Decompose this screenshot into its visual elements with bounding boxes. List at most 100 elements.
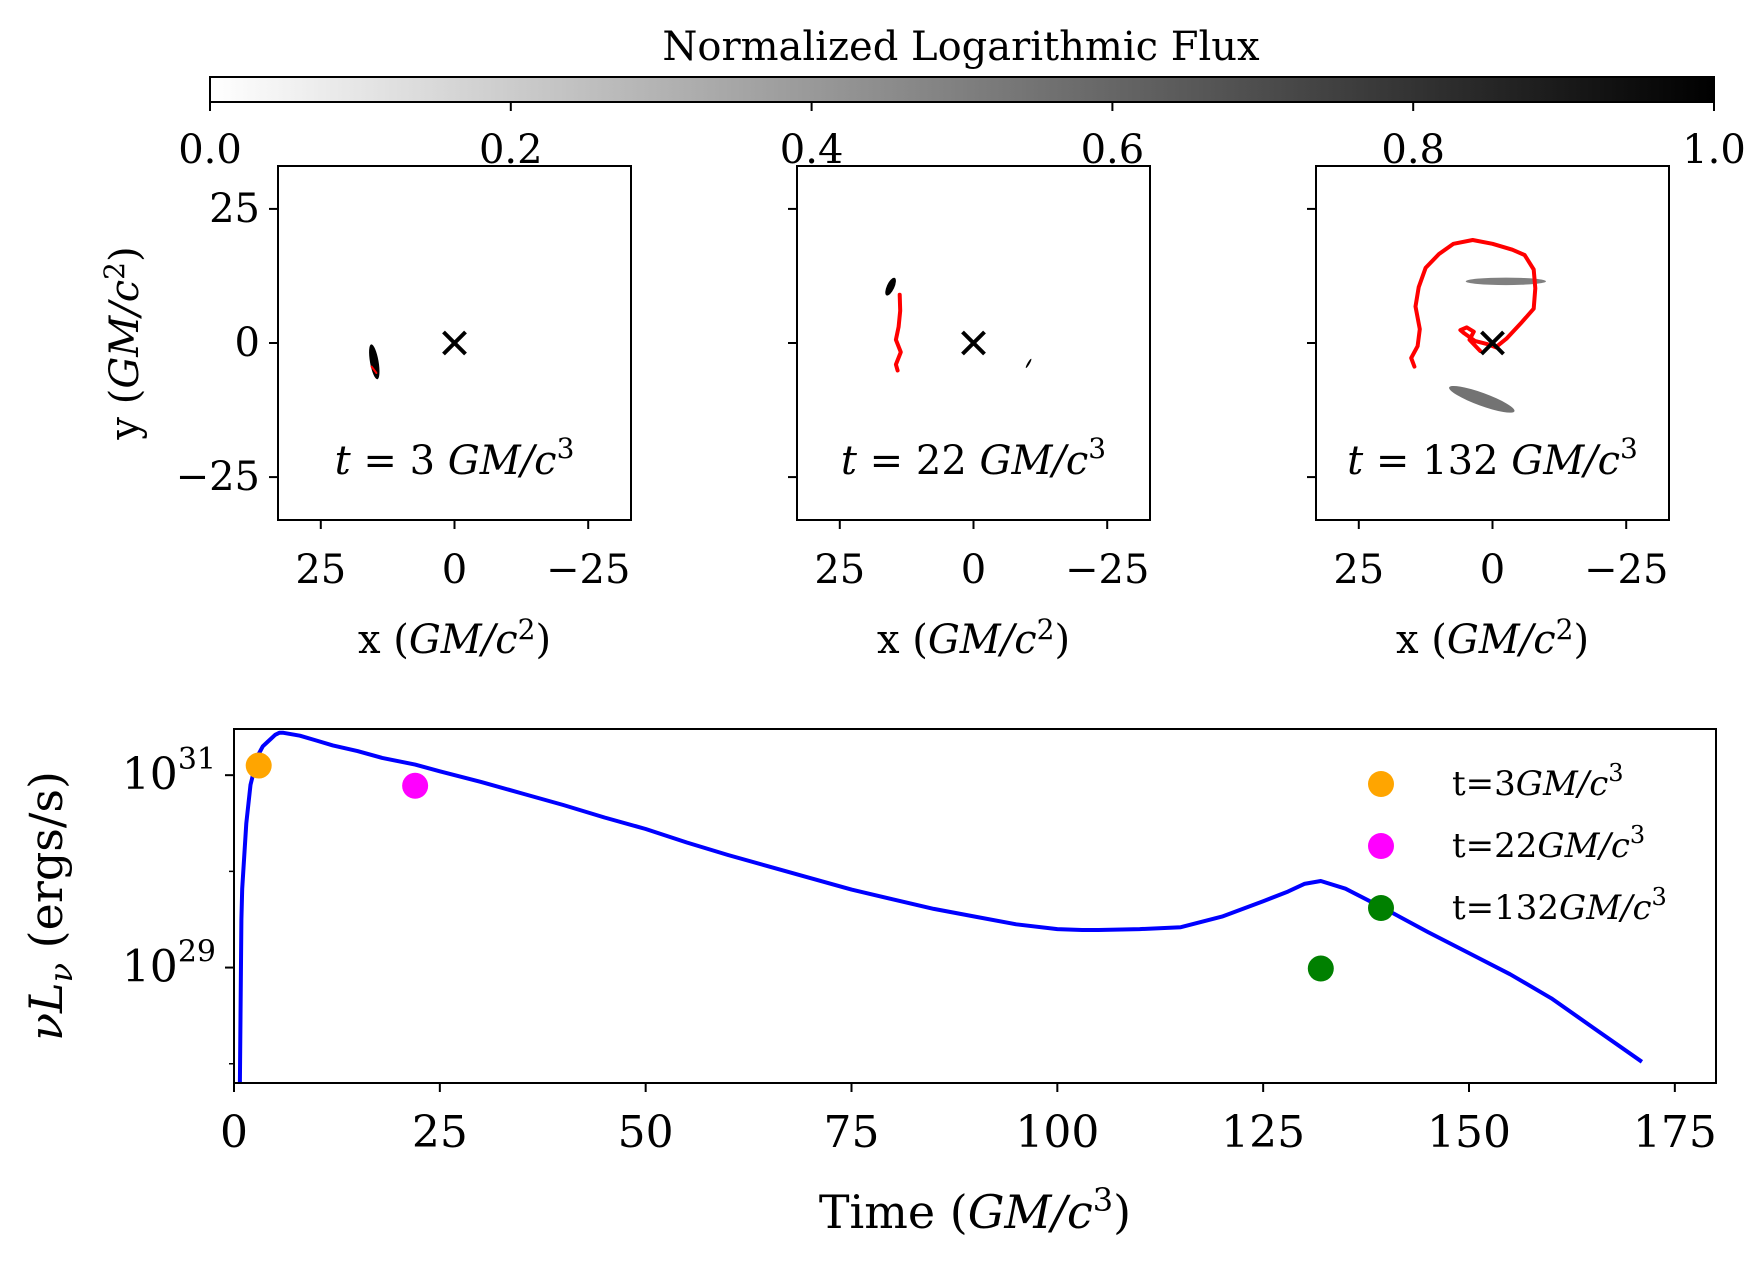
y-tick-base: 10 (122, 942, 178, 993)
snapshot-y-axis-label-close: ) (102, 246, 148, 262)
x-axis-label-unit: GM/c (1447, 617, 1556, 663)
x-axis-label-prefix: x ( (358, 617, 409, 663)
colorbar-gradient (209, 76, 1715, 103)
x-tick-label: 50 (618, 1107, 674, 1158)
x-tick-label: 25 (814, 547, 865, 593)
emission-blob (1025, 358, 1032, 369)
y-tick-label: −25 (176, 454, 260, 500)
snapshot-y-axis-label-prefix: y ( (102, 389, 148, 441)
x-tick-label: −25 (1584, 547, 1668, 593)
time-annotation: t = 22 GM/c3 (841, 432, 1106, 484)
y-tick-label: 25 (209, 186, 260, 232)
emission-blob (1465, 277, 1546, 286)
legend-label: t=132GM/c3 (1452, 883, 1667, 928)
legend-label: t=22GM/c3 (1452, 821, 1645, 866)
annotation-eq: = 132 (1363, 438, 1511, 484)
annotation-unit: GM/c (980, 438, 1089, 484)
x-axis-label-exp: 2 (1037, 613, 1055, 646)
y-tick-base: 10 (122, 749, 178, 800)
annotation-unit: GM/c (448, 438, 557, 484)
legend-marker (1368, 833, 1394, 859)
marker-stroke (1480, 330, 1505, 356)
orbit-trail (370, 365, 378, 374)
legend-label-prefix: t=22 (1452, 826, 1537, 866)
legend-marker (1368, 895, 1394, 921)
x-axis-label-prefix: x ( (877, 617, 928, 663)
time-marker (245, 752, 272, 779)
annotation-t: t (335, 438, 352, 484)
x-tick-label: 25 (412, 1107, 468, 1158)
x-axis-label-close: ) (1113, 1185, 1131, 1239)
snapshot-y-axis-label-unit: GM/c (102, 280, 148, 389)
x-axis-label-close: ) (1573, 617, 1589, 663)
legend-label-exp: 3 (1608, 759, 1623, 787)
x-tick-label: −25 (546, 547, 630, 593)
x-tick-label: 25 (295, 547, 346, 593)
plot-area (369, 330, 467, 380)
time-marker (1307, 955, 1334, 982)
x-axis-label-close: ) (535, 617, 551, 663)
x-axis-label: x (GM/c2) (358, 613, 551, 663)
x-tick-label: 125 (1221, 1107, 1305, 1158)
annotation-exp: 3 (1088, 432, 1106, 465)
time-annotation: t = 3 GM/c3 (335, 432, 575, 484)
black-hole-marker (1480, 330, 1505, 356)
x-tick-label: 0 (442, 547, 467, 593)
annotation-t: t (841, 438, 858, 484)
x-tick-label: 150 (1427, 1107, 1511, 1158)
legend-label-unit: GM/c (1537, 826, 1629, 866)
x-tick-label: 0 (1480, 547, 1505, 593)
x-tick-label: 75 (824, 1107, 880, 1158)
snapshot-panel-t132: 25 0 −25 t = 132 GM/c3 x (GM/c2) (1307, 165, 1670, 663)
y-tick-label: 0 (235, 320, 260, 366)
snapshot-y-axis-label-exp: 2 (98, 262, 131, 280)
black-hole-marker (442, 330, 467, 356)
x-axis-label-exp: 2 (518, 613, 536, 646)
y-tick-exponent: 29 (178, 935, 216, 970)
x-axis-label-unit: GM/c (928, 617, 1037, 663)
x-tick-label: 25 (1333, 547, 1384, 593)
y-axis-label-unit: (ergs/s) (19, 771, 73, 963)
legend-label-prefix: t=3 (1452, 764, 1516, 804)
time-annotation: t = 132 GM/c3 (1347, 432, 1638, 484)
plot-area (885, 277, 1032, 373)
x-tick-label: −25 (1065, 547, 1149, 593)
light-curve-line (237, 730, 1644, 1083)
marker-stroke (961, 330, 986, 356)
legend-label-unit: GM/c (1516, 764, 1608, 804)
y-tick-label: 1029 (122, 935, 216, 993)
time-marker (402, 772, 429, 799)
snapshot-y-axis-label: y (GM/c2) (98, 246, 148, 440)
x-axis-label: Time (GM/c3) (819, 1181, 1131, 1239)
colorbar-ticks: 0.0 0.2 0.4 0.6 0.8 1.0 (178, 102, 1746, 173)
annotation-eq: = 3 (351, 438, 448, 484)
y-axis-label-sub: ν (42, 963, 80, 982)
x-axis-label-unit: GM/c (409, 617, 518, 663)
x-tick-label: 0 (961, 547, 986, 593)
colorbar-title: Normalized Logarithmic Flux (662, 24, 1260, 70)
legend-marker (1368, 771, 1394, 797)
emission-blob (369, 344, 380, 380)
snapshot-panel-t22: 25 0 −25t = 22 GM/c3x (GM/c2) (788, 165, 1151, 663)
colorbar: Normalized Logarithmic Flux 0.0 0.2 0.4 0.6… (178, 24, 1746, 173)
y-axis-label: νLν (ergs/s) (19, 771, 80, 1041)
x-axis-label: x (GM/c2) (877, 613, 1070, 663)
x-axis-label-exp: 2 (1556, 613, 1574, 646)
legend-label-exp: 3 (1652, 883, 1667, 911)
y-tick-label: 1031 (122, 742, 216, 800)
annotation-exp: 3 (557, 432, 575, 465)
panel-frame (233, 728, 1717, 1084)
legend: t=3GM/c3t=22GM/c3t=132GM/c3 (1368, 759, 1667, 928)
x-axis-label-close: ) (1054, 617, 1070, 663)
legend-label: t=3GM/c3 (1452, 759, 1624, 804)
x-axis-label: x (GM/c2) (1396, 613, 1589, 663)
plot-area (237, 730, 1644, 1083)
colorbar-tick-label: 1.0 (1682, 127, 1746, 173)
x-axis-label-exp: 3 (1093, 1181, 1113, 1219)
orbit-trail (1409, 238, 1538, 369)
emission-blob (1449, 385, 1515, 413)
colorbar-tick-label: 0.0 (178, 127, 242, 173)
